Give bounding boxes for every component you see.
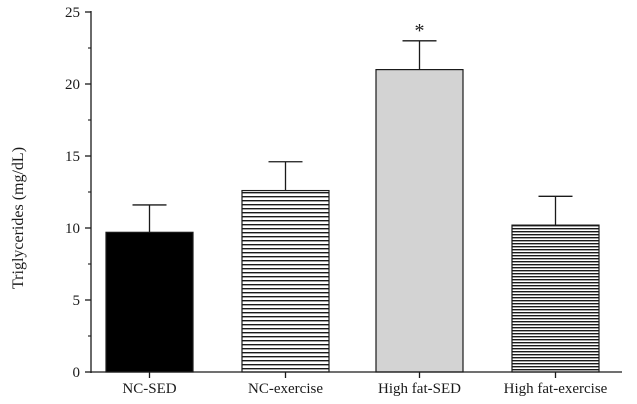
y-tick-label: 20 [65, 77, 80, 93]
significance-marker: * [415, 20, 425, 42]
x-tick-label: High fat-SED [378, 381, 461, 397]
x-tick-label: High fat-exercise [504, 381, 608, 397]
y-tick-label: 15 [65, 149, 80, 165]
y-tick-label: 25 [65, 5, 80, 21]
bar [375, 68, 464, 373]
bar [511, 224, 600, 373]
bar [241, 189, 330, 373]
y-tick-label: 10 [65, 221, 80, 237]
y-tick-label: 0 [73, 365, 81, 381]
x-tick-label: NC-exercise [248, 381, 323, 397]
bars: * [105, 20, 600, 373]
y-axis-label: Triglycerides (mg/dL) [10, 147, 27, 289]
y-ticks: 0 5 10 15 20 25 [65, 5, 91, 381]
x-labels: NC-SED NC-exercise High fat-SED High fat-ex… [91, 371, 622, 397]
bar [105, 231, 194, 373]
x-tick-label: NC-SED [122, 381, 176, 397]
y-tick-label: 5 [73, 293, 81, 309]
